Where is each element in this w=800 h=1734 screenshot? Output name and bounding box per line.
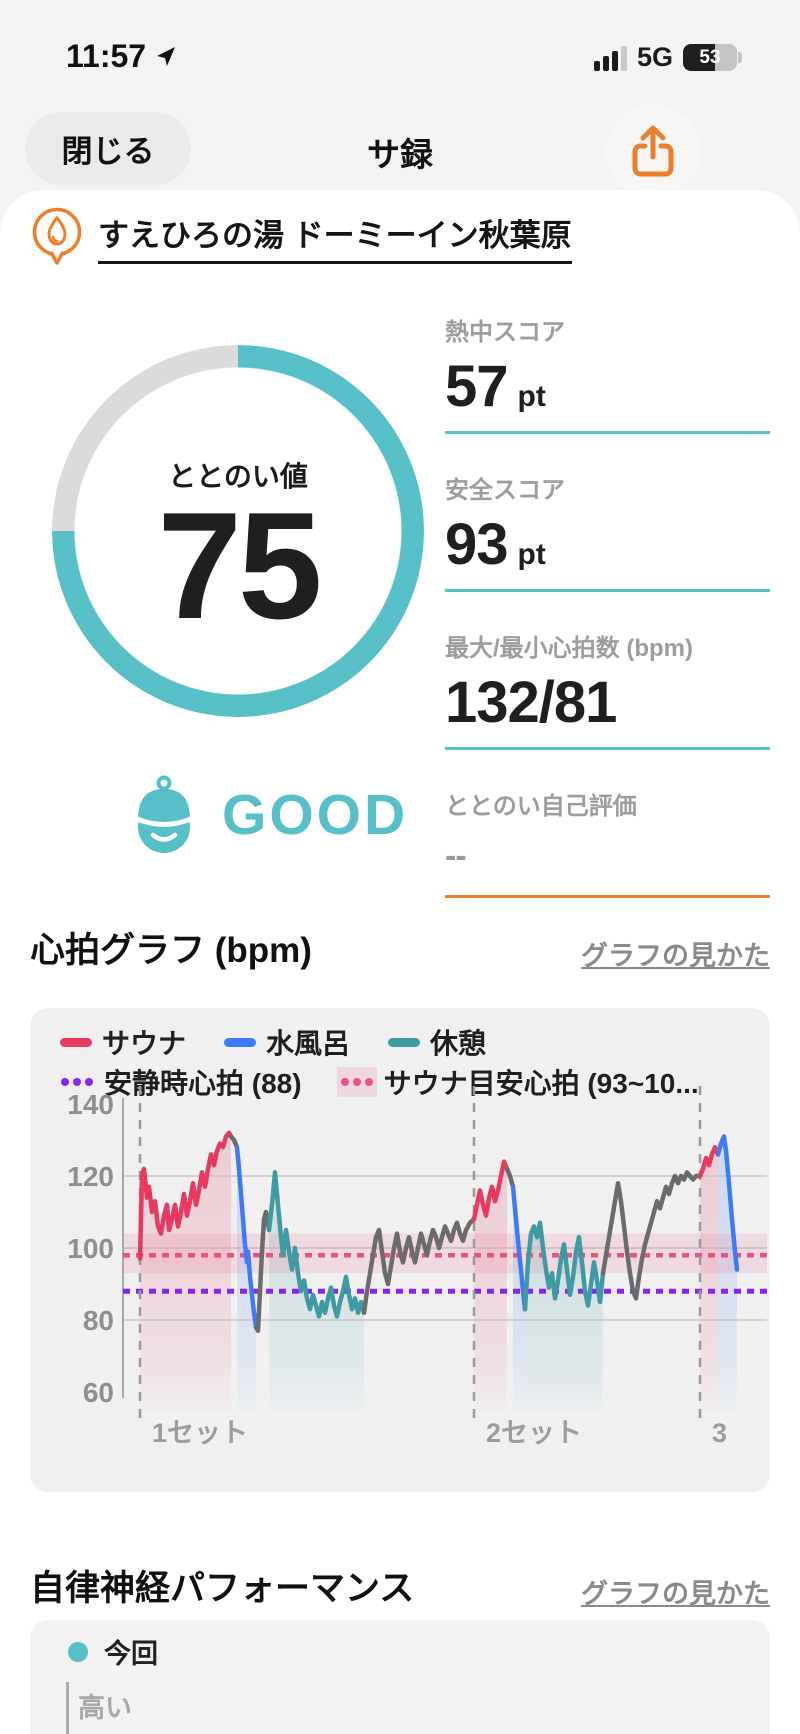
heart-rate-plot: 1セット 2セット 3 140 120 100 80 60 (67, 1086, 767, 1448)
graph-help-link[interactable]: グラフの見かた (581, 1579, 770, 1609)
close-button[interactable]: 閉じる (25, 112, 191, 185)
network-type-label: 5G (636, 42, 673, 72)
status-time-group: 11:57 (66, 38, 178, 75)
legend-label: 安静時心拍 (88) (104, 1068, 302, 1099)
legend-item-rest: 休憩 (388, 1022, 486, 1062)
legend-label: 水風呂 (266, 1028, 351, 1059)
target-hr-dots-chip (336, 1067, 377, 1097)
gauge-label: ととのい値 (168, 461, 308, 492)
legend-item-sauna: サウナ (60, 1022, 186, 1062)
stat-label: ととのい自己評価 (445, 792, 637, 820)
share-button[interactable] (606, 104, 700, 198)
legend-label: サウナ目安心拍 (93~10... (383, 1068, 699, 1099)
venue-row: すえひろの湯 ドーミーイン秋葉原 (30, 206, 572, 268)
stat-value: 132/81 (445, 669, 617, 735)
stat-value: 57 (445, 354, 509, 419)
autonomic-axis-high-label: 高い (78, 1693, 132, 1723)
legend-label: サウナ (102, 1028, 187, 1059)
stat-label: 安全スコア (445, 476, 565, 504)
chart-legend: サウナ 水風呂 休憩 安静時心拍 (88) (60, 1024, 699, 1100)
content-sheet: すえひろの湯 ドーミーイン秋葉原 ととのい値 75 GOOD 熱中スコア 57 p… (0, 190, 800, 1734)
coldbath-line-chip (224, 1037, 257, 1047)
stat-safety-score: 安全スコア 93 pt (445, 470, 770, 592)
heart-rate-chart-card: サウナ 水風呂 休憩 安静時心拍 (88) (30, 1008, 770, 1492)
sauna-line-chip (60, 1037, 92, 1047)
heart-rate-section-header: 心拍グラフ (bpm) グラフの見かた (30, 922, 770, 973)
page-title: サ録 (367, 136, 433, 173)
gauge-ring (52, 345, 424, 717)
stat-value: 93 (445, 511, 509, 577)
totonoi-gauge: ととのい値 75 (52, 345, 424, 717)
status-icons-group: 5G 53 (593, 42, 742, 73)
legend-label: 休憩 (430, 1028, 487, 1059)
signal-strength-icon (593, 45, 627, 71)
rating-text: GOOD (222, 783, 409, 847)
stat-label: 熱中スコア (445, 319, 565, 346)
heart-rate-section-title: 心拍グラフ (bpm) (30, 931, 312, 970)
battery-percent: 53 (699, 46, 721, 68)
autonomic-legend-current: 今回 (68, 1632, 158, 1671)
stat-max-min-bpm: 最大/最小心拍数 (bpm) 132/81 (445, 628, 770, 750)
legend-item-resting-hr: 安静時心拍 (88) (60, 1062, 302, 1102)
svg-text:120: 120 (67, 1161, 114, 1192)
legend-item-target-hr: サウナ目安心拍 (93~10... (336, 1062, 699, 1102)
rest-line-chip (388, 1037, 421, 1047)
autonomic-section-title: 自律神経パフォーマンス (30, 1569, 415, 1608)
stat-unit: pt (517, 380, 546, 413)
stat-label: 最大/最小心拍数 (bpm) (445, 634, 693, 662)
stats-column: 熱中スコア 57 pt 安全スコア 93 pt 最大/最小心拍数 (bpm) 132… (445, 312, 770, 934)
sauna-spot-pin-icon (32, 207, 82, 265)
venue-link[interactable]: すえひろの湯 ドーミーイン秋葉原 (98, 210, 572, 264)
autonomic-y-axis-line (66, 1682, 69, 1734)
stat-unit: pt (517, 537, 546, 571)
rating-badge: GOOD (126, 773, 408, 857)
location-arrow-icon (157, 46, 176, 66)
svg-text:1セット: 1セット (152, 1418, 248, 1448)
svg-text:100: 100 (67, 1233, 114, 1264)
current-session-dot-icon (68, 1641, 88, 1662)
stat-heat-score: 熱中スコア 57 pt (445, 312, 770, 434)
autonomic-chart-card: 今回 高い (30, 1620, 770, 1734)
battery-icon: 53 (683, 44, 742, 71)
svg-text:80: 80 (83, 1305, 114, 1336)
stat-value: -- (445, 836, 467, 875)
share-icon (632, 125, 674, 177)
resting-hr-dots-chip (60, 1078, 94, 1086)
svg-text:3: 3 (712, 1418, 727, 1448)
gauge-value: 75 (157, 481, 322, 651)
svg-text:140: 140 (67, 1089, 114, 1120)
svg-text:2セット: 2セット (486, 1418, 582, 1448)
graph-help-link[interactable]: グラフの見かた (581, 941, 770, 971)
clock-time: 11:57 (66, 38, 147, 74)
current-session-label: 今回 (104, 1639, 158, 1669)
close-button-label: 閉じる (61, 134, 155, 169)
sauna-hat-smiley-icon (132, 775, 196, 853)
svg-text:60: 60 (83, 1377, 114, 1408)
autonomic-section-header: 自律神経パフォーマンス グラフの見かた (30, 1560, 770, 1611)
legend-item-coldbath: 水風呂 (224, 1022, 350, 1062)
stat-self-rating: ととのい自己評価 -- (445, 786, 770, 898)
